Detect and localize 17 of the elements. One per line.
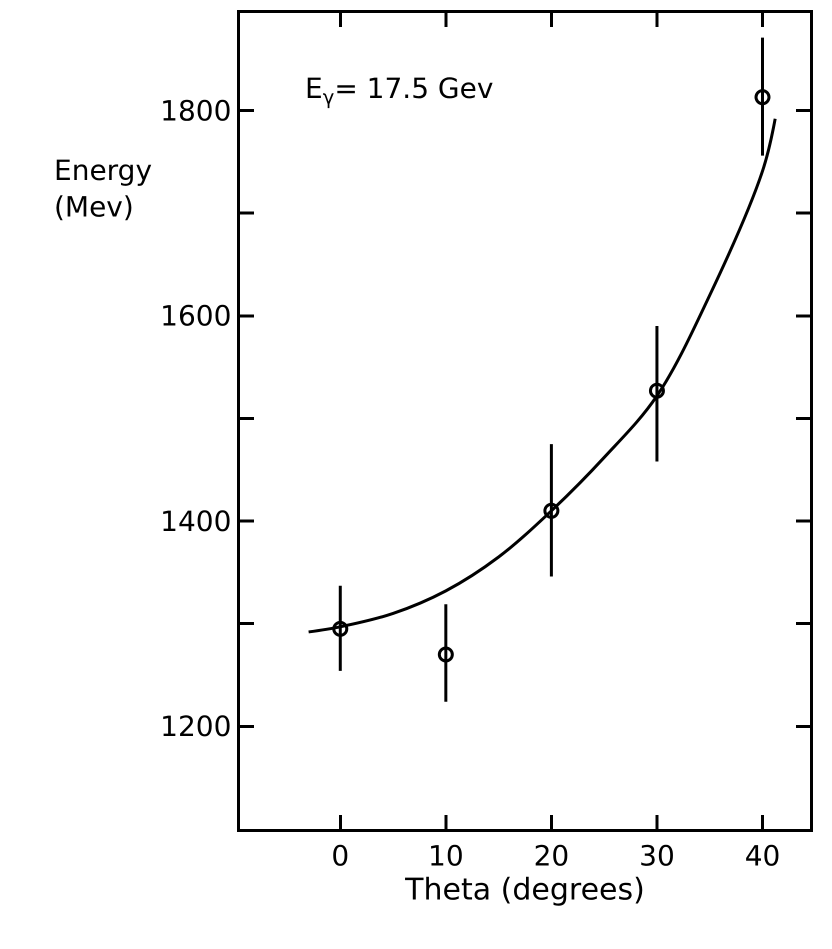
x-tick-label: 30 xyxy=(639,840,675,873)
x-axis-title: Theta (degrees) xyxy=(404,872,645,908)
y-tick-label: 1800 xyxy=(160,94,232,128)
point xyxy=(438,646,454,663)
x-tick-label: 10 xyxy=(428,840,464,873)
y-axis-title: Energy (Mev) xyxy=(54,154,152,224)
point xyxy=(543,502,560,519)
y-tick-label: 1400 xyxy=(160,504,232,538)
point xyxy=(648,382,665,399)
point xyxy=(332,620,348,637)
point xyxy=(754,89,770,106)
annotation: E$_{γ}$= 17.5 Gev xyxy=(305,72,494,109)
y-tick-label: 1600 xyxy=(160,300,232,333)
x-tick-label: 0 xyxy=(331,840,350,873)
x-tick-label: 40 xyxy=(744,840,780,873)
x-tick-label: 20 xyxy=(534,840,570,873)
y-tick-label: 1200 xyxy=(160,710,232,744)
